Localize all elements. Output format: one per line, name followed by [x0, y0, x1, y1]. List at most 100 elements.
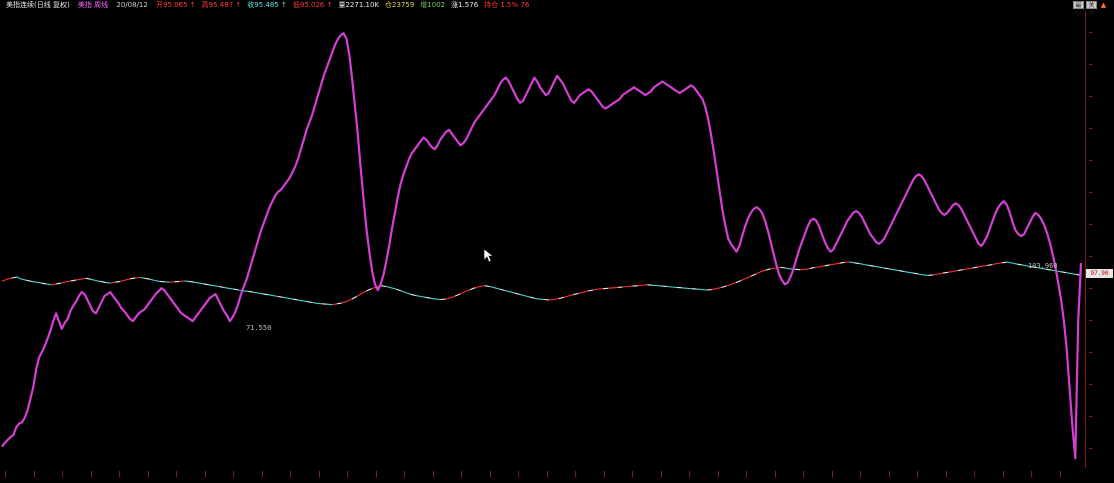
price-segment — [785, 267, 791, 270]
price-segment — [504, 289, 510, 293]
price-segment — [588, 289, 594, 292]
price-segment — [918, 273, 924, 276]
price-segment — [46, 283, 52, 286]
x-tick-mark: | — [374, 471, 379, 478]
price-segment — [115, 280, 121, 283]
price-segment — [898, 270, 904, 272]
header-stat: 持仓 1.5% 76 — [484, 1, 530, 9]
price-segment — [450, 295, 456, 299]
price-segment — [667, 285, 673, 288]
price-segment — [494, 287, 500, 290]
price-segment — [307, 301, 313, 304]
price-segment — [233, 288, 239, 291]
high-price-label: 103.960 — [1028, 262, 1058, 270]
y-tick-mark: — — [1089, 125, 1093, 132]
price-segment — [253, 291, 259, 294]
price-segment — [1026, 265, 1032, 268]
price-segment — [396, 288, 402, 292]
price-segment — [139, 276, 145, 279]
y-tick-mark: — — [1089, 157, 1093, 164]
selected-indicator[interactable]: 美指 周线 — [77, 1, 109, 9]
price-segment — [386, 285, 392, 289]
price-segment — [1046, 268, 1052, 271]
price-segment — [327, 303, 333, 306]
price-segment — [125, 278, 131, 281]
y-tick-mark: — — [1089, 381, 1093, 388]
price-segment — [218, 285, 224, 288]
price-segment — [405, 292, 412, 295]
x-tick-mark: | — [859, 471, 863, 478]
x-tick-mark: | — [602, 471, 607, 478]
price-segment — [563, 295, 569, 298]
price-segment — [962, 268, 968, 271]
price-segment — [721, 285, 727, 288]
price-segment — [228, 287, 234, 290]
price-segment — [908, 271, 914, 274]
x-tick-mark: | — [631, 471, 635, 478]
price-segment — [464, 289, 471, 293]
header-stat: 增1002 — [420, 1, 446, 9]
price-segment — [681, 287, 687, 289]
price-segment — [459, 291, 466, 295]
y-tick-mark: — — [1089, 413, 1093, 420]
x-tick-mark: | — [716, 471, 721, 478]
price-segment — [573, 292, 579, 296]
price-segment — [814, 266, 820, 269]
x-tick-mark: | — [944, 471, 949, 478]
x-tick-mark: | — [4, 471, 8, 478]
price-segment — [529, 296, 535, 299]
price-segment — [607, 287, 613, 289]
price-segment — [1036, 266, 1042, 269]
price-segment — [6, 277, 13, 280]
price-segment — [553, 298, 559, 301]
price-segment — [824, 264, 830, 267]
price-segment — [105, 281, 111, 284]
price-segment — [637, 284, 643, 287]
x-tick-mark: | — [745, 471, 749, 478]
price-segment — [696, 288, 702, 291]
price-series-group — [1, 261, 1082, 306]
plot-area[interactable] — [0, 0, 1085, 468]
price-segment — [258, 292, 264, 295]
price-segment — [957, 269, 963, 272]
price-segment — [100, 280, 106, 283]
up-arrow-icon[interactable]: ▲ — [1100, 1, 1107, 9]
price-segment — [509, 291, 515, 294]
close-button[interactable]: 关闭 — [1086, 1, 1097, 17]
minimize-button[interactable]: 最小 — [1073, 1, 1084, 17]
price-segment — [272, 295, 278, 298]
price-segment — [869, 264, 875, 267]
price-segment — [997, 262, 1003, 265]
price-segment — [263, 293, 269, 296]
price-segment — [1071, 273, 1077, 275]
price-segment — [223, 286, 229, 289]
price-segment — [731, 282, 737, 285]
header-stat: 仓23759 — [385, 1, 415, 9]
price-segment — [593, 288, 599, 291]
x-axis: | | | | | | | | | | | | | | | | | | | | | | | | | | | | | | | | | | | | | | — [0, 468, 1085, 483]
price-segment — [60, 281, 67, 284]
price-segment — [977, 265, 983, 268]
price-segment — [11, 276, 17, 279]
y-tick-mark: — — [1089, 253, 1093, 260]
price-segment — [85, 277, 91, 280]
price-segment — [90, 278, 96, 282]
price-segment — [568, 294, 574, 297]
price-segment — [332, 303, 338, 306]
indicator-series-group — [1, 32, 1083, 460]
price-segment — [268, 294, 274, 297]
price-segment — [149, 278, 155, 282]
y-tick-mark: — — [1089, 93, 1093, 100]
header-stat: 高95.487 ↑ — [201, 1, 242, 9]
x-tick-mark: | — [146, 471, 151, 478]
x-tick-mark: | — [317, 471, 322, 478]
price-segment — [75, 278, 81, 281]
header-stat: 低95.026 ↑ — [292, 1, 333, 9]
x-tick-mark: | — [175, 471, 179, 478]
y-tick-mark: — — [1089, 189, 1093, 196]
price-segment — [972, 266, 978, 269]
price-segment — [992, 263, 998, 266]
price-segment — [745, 275, 752, 279]
header-stat: 开95.065 ↑ — [156, 1, 196, 9]
